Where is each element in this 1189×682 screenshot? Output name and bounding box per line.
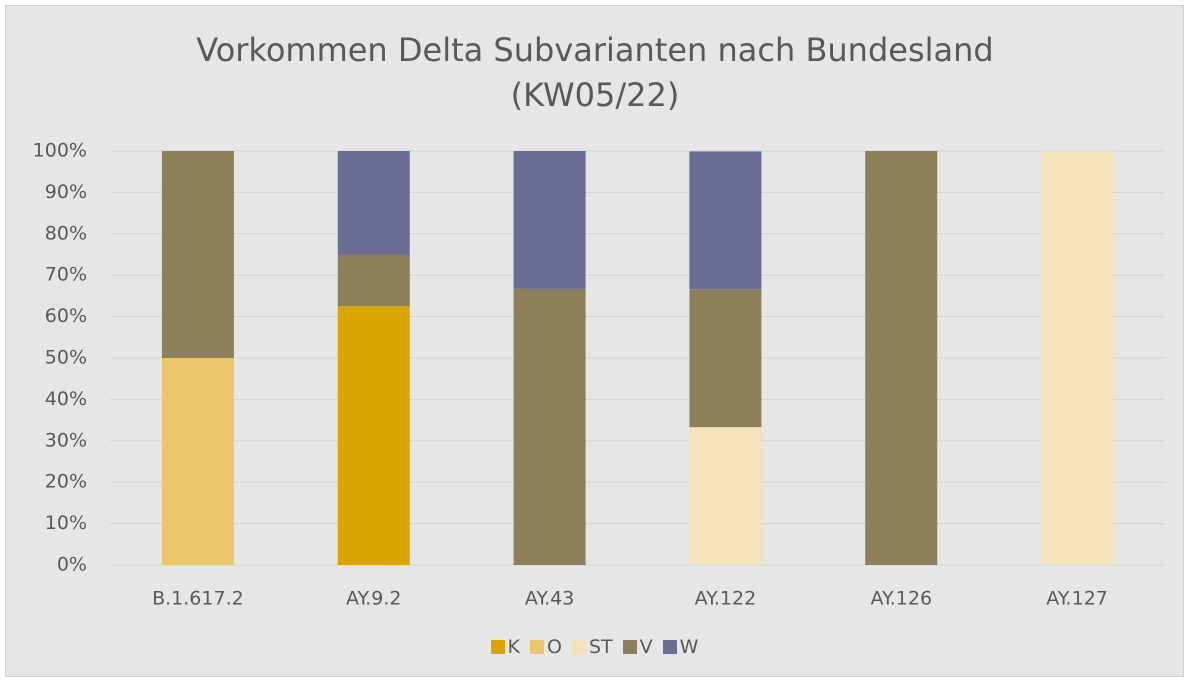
bar-segment [161, 358, 234, 565]
x-tick-label: AY.126 [870, 588, 932, 610]
bar-segment [689, 151, 762, 290]
bar-segment [161, 151, 234, 358]
bar-segment [337, 306, 410, 565]
legend-item: V [622, 636, 653, 658]
bar-segment [689, 427, 762, 565]
bar-segment [1041, 151, 1114, 565]
y-tick-label: 80% [45, 222, 87, 244]
legend-item: O [530, 636, 562, 658]
x-tick-label: AY.9.2 [346, 588, 402, 610]
y-tick-label: 20% [45, 471, 87, 493]
y-tick-label: 100% [33, 140, 87, 162]
bar-segment [513, 288, 586, 565]
bar-segment [689, 289, 762, 428]
y-tick-label: 50% [45, 347, 87, 369]
legend: K O ST V W [0, 636, 1189, 658]
legend-label: K [507, 636, 521, 658]
legend-item: W [662, 636, 699, 658]
x-tick-label: B.1.617.2 [152, 588, 244, 610]
y-tick-label: 0% [57, 554, 87, 576]
y-tick-label: 60% [45, 305, 87, 327]
legend-swatch [571, 640, 586, 654]
legend-swatch [622, 640, 637, 654]
x-tick-label: AY.43 [525, 588, 575, 610]
legend-label: V [639, 636, 653, 658]
bar-segment [513, 151, 586, 289]
chart-title: Vorkommen Delta Subvarianten nach Bundes… [196, 31, 994, 114]
y-tick-label: 90% [45, 181, 87, 203]
bar-segment [337, 254, 410, 307]
bar-segment [337, 151, 410, 255]
legend-swatch [530, 640, 545, 654]
x-tick-label: AY.127 [1046, 588, 1108, 610]
legend-label: ST [588, 636, 613, 658]
legend-swatch [490, 640, 505, 654]
x-tick-label: AY.122 [695, 588, 757, 610]
legend-swatch [662, 640, 677, 654]
y-tick-label: 30% [45, 429, 87, 451]
legend-item: ST [571, 636, 613, 658]
y-tick-label: 40% [45, 388, 87, 410]
y-tick-label: 10% [45, 512, 87, 534]
legend-item: K [490, 636, 521, 658]
bar-segment [865, 151, 938, 565]
legend-label: W [679, 636, 699, 658]
legend-label: O [547, 636, 562, 658]
y-tick-label: 70% [45, 264, 87, 286]
